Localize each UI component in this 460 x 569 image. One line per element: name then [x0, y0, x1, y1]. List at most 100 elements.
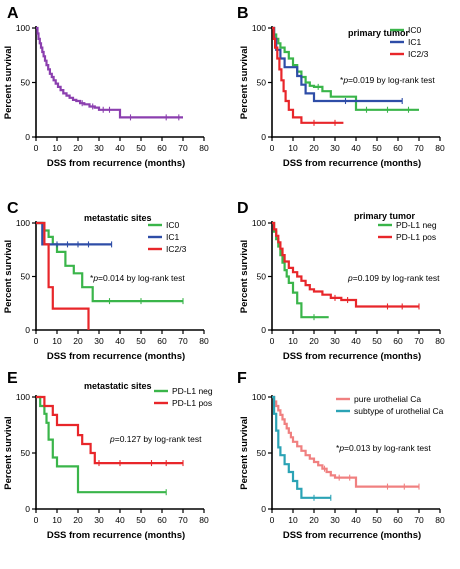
- y-tick-label: 0: [25, 132, 30, 142]
- x-tick-label: 80: [199, 143, 209, 153]
- panel-letter: C: [7, 200, 19, 217]
- panel-letter: B: [237, 5, 249, 22]
- y-tick-label: 100: [252, 23, 266, 33]
- y-tick-label: 50: [257, 448, 267, 458]
- x-tick-label: 40: [115, 143, 125, 153]
- x-tick-label: 40: [351, 143, 361, 153]
- y-tick-label: 0: [261, 132, 266, 142]
- legend-label: IC1: [408, 37, 422, 47]
- x-tick-label: 30: [330, 336, 340, 346]
- x-tick-label: 60: [157, 515, 167, 525]
- p-value-annotation: *p=0.014 by log-rank test: [90, 273, 185, 283]
- legend: PD-L1 neg PD-L1 pos: [378, 220, 437, 242]
- y-axis-title: Percent survival: [239, 46, 250, 119]
- panel-c: C 0 10 20 30 40 50 60 70 80 0 50 100 DSS from recurre…: [3, 200, 209, 362]
- p-value-annotation: *p=0.013 by log-rank test: [336, 443, 431, 453]
- legend: IC0 IC1 IC2/3: [390, 25, 429, 59]
- x-tick-label: 10: [288, 143, 298, 153]
- survival-curve-pd-l1-neg: [272, 221, 329, 319]
- legend-label: IC0: [166, 220, 180, 230]
- survival-curve-ic2-3: [36, 221, 90, 330]
- survival-curve-ic0: [272, 26, 419, 111]
- panel-title: metastatic sites: [84, 213, 152, 223]
- x-tick-label: 80: [435, 336, 445, 346]
- p-value-annotation: p=0.127 by log-rank test: [109, 434, 202, 444]
- y-tick-label: 0: [261, 325, 266, 335]
- y-tick-label: 0: [261, 504, 266, 514]
- y-tick-label: 50: [257, 78, 267, 88]
- x-tick-label: 70: [414, 515, 424, 525]
- panel-e: E 0 10 20 30 40 50 60 70 80 0 50 100 DSS from recurre…: [3, 370, 213, 541]
- x-tick-label: 70: [414, 143, 424, 153]
- survival-curve-ic2-3: [272, 26, 344, 124]
- x-tick-label: 30: [94, 336, 104, 346]
- x-tick-label: 30: [94, 143, 104, 153]
- y-tick-label: 50: [21, 448, 31, 458]
- x-tick-label: 60: [393, 515, 403, 525]
- survival-curve-all: [36, 26, 183, 119]
- y-axis-title: Percent survival: [3, 46, 14, 119]
- panel-a: A 0 10 20 30 40 50 60 70 80 0 50 100 DSS from recurre…: [3, 5, 209, 169]
- panel-letter: A: [7, 5, 19, 22]
- y-tick-label: 100: [16, 218, 30, 228]
- x-axis-title: DSS from recurrence (months): [47, 158, 185, 169]
- survival-curve-ic1: [36, 221, 112, 246]
- x-axis-title: DSS from recurrence (months): [47, 351, 185, 362]
- legend-label: IC2/3: [166, 244, 187, 254]
- x-tick-label: 60: [157, 143, 167, 153]
- legend-label: IC1: [166, 232, 180, 242]
- legend-label: IC0: [408, 25, 422, 35]
- x-tick-label: 30: [94, 515, 104, 525]
- x-tick-label: 40: [115, 336, 125, 346]
- panel-title: primary tumor: [354, 211, 416, 221]
- x-tick-label: 30: [330, 515, 340, 525]
- x-tick-label: 40: [351, 336, 361, 346]
- x-axis-title: DSS from recurrence (months): [283, 158, 421, 169]
- x-tick-label: 0: [34, 515, 39, 525]
- x-tick-label: 20: [73, 143, 83, 153]
- panel-title: primary tumor: [348, 28, 410, 38]
- survival-curve-ic0: [36, 221, 183, 303]
- y-tick-label: 50: [21, 272, 31, 282]
- y-tick-label: 50: [257, 272, 267, 282]
- x-tick-label: 50: [136, 515, 146, 525]
- legend: PD-L1 neg PD-L1 pos: [154, 386, 213, 408]
- x-tick-label: 70: [178, 515, 188, 525]
- x-tick-label: 80: [199, 336, 209, 346]
- y-axis-title: Percent survival: [239, 416, 250, 489]
- x-tick-label: 0: [270, 336, 275, 346]
- x-tick-label: 50: [372, 143, 382, 153]
- x-axis-title: DSS from recurrence (months): [47, 530, 185, 541]
- x-tick-label: 10: [52, 515, 62, 525]
- x-tick-label: 0: [34, 143, 39, 153]
- legend: pure urothelial Ca subtype of urothelial …: [336, 394, 444, 416]
- survival-curve-pure-urothelial-ca: [272, 395, 419, 488]
- x-tick-label: 50: [136, 143, 146, 153]
- x-tick-label: 80: [435, 143, 445, 153]
- survival-curve-pd-l1-pos: [36, 395, 183, 465]
- x-tick-label: 10: [52, 143, 62, 153]
- panel-d: D 0 10 20 30 40 50 60 70 80 0 50 100 DSS from recurre…: [237, 200, 445, 362]
- panel-title: metastatic sites: [84, 381, 152, 391]
- x-tick-label: 10: [288, 336, 298, 346]
- x-tick-label: 70: [178, 336, 188, 346]
- x-tick-label: 40: [351, 515, 361, 525]
- y-axis-title: Percent survival: [239, 240, 250, 313]
- panel-letter: E: [7, 370, 18, 387]
- legend: IC0 IC1 IC2/3: [148, 220, 187, 254]
- x-tick-label: 0: [34, 336, 39, 346]
- x-axis-title: DSS from recurrence (months): [283, 351, 421, 362]
- y-tick-label: 100: [252, 218, 266, 228]
- y-tick-label: 50: [21, 78, 31, 88]
- x-tick-label: 70: [178, 143, 188, 153]
- legend-label: IC2/3: [408, 49, 429, 59]
- x-tick-label: 80: [435, 515, 445, 525]
- legend-label: PD-L1 neg: [172, 386, 213, 396]
- p-value-annotation: p=0.109 by log-rank test: [347, 273, 440, 283]
- y-tick-label: 100: [16, 23, 30, 33]
- x-tick-label: 60: [157, 336, 167, 346]
- x-tick-label: 20: [309, 336, 319, 346]
- x-tick-label: 10: [288, 515, 298, 525]
- panel-letter: F: [237, 370, 247, 387]
